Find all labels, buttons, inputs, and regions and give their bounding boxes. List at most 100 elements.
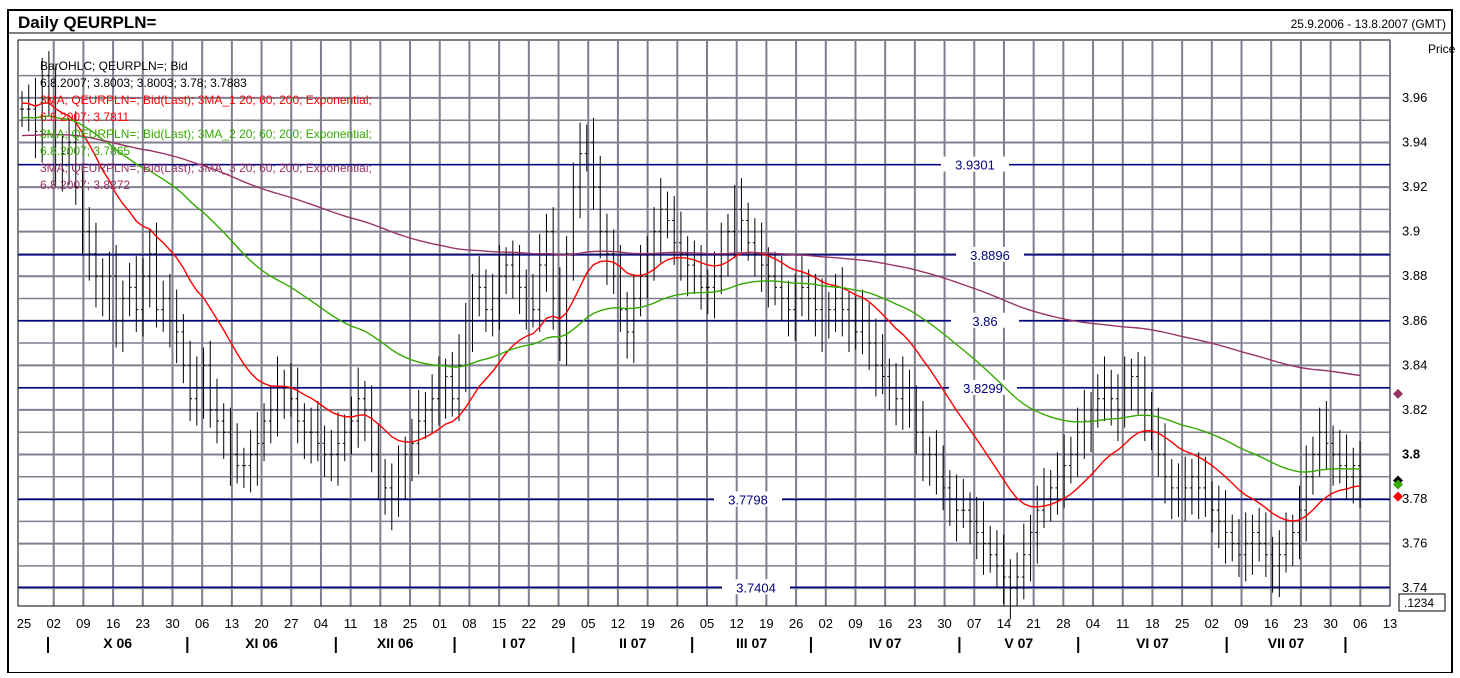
ohlc-bar <box>517 245 522 315</box>
ohlc-bar <box>941 445 946 511</box>
ohlc-bar <box>430 374 435 433</box>
x-tick-label: 30 <box>937 616 951 631</box>
ohlc-bar <box>228 407 233 486</box>
level-label-bg <box>941 156 1009 172</box>
ohlc-bar <box>1102 356 1107 422</box>
ohlc-bar <box>900 356 905 430</box>
month-label: XII 06 <box>377 635 414 651</box>
x-tick-label: 08 <box>462 616 476 631</box>
ohlc-bar <box>604 213 609 286</box>
x-tick-label: 09 <box>76 616 90 631</box>
ohlc-bar <box>564 236 569 366</box>
level-label: 3.9301 <box>955 158 995 173</box>
ohlc-bar <box>369 385 374 473</box>
price-axis-label: Price <box>1428 42 1456 56</box>
ohlc-bar <box>221 403 226 459</box>
ohlc-bar <box>403 436 408 500</box>
x-tick-label: 13 <box>225 616 239 631</box>
ohlc-bar <box>396 445 401 517</box>
ohlc-bar <box>235 423 240 484</box>
chart-title: Daily QEURPLN= <box>18 13 156 32</box>
ohlc-bar <box>53 66 58 188</box>
ohlc-bar <box>1284 512 1289 573</box>
ohlc-bar <box>853 296 858 350</box>
ohlc-bar <box>1095 374 1100 428</box>
ma2-line <box>21 115 1361 473</box>
ohlc-bar <box>1216 485 1221 549</box>
y-tick-label: 3.78 <box>1402 491 1427 506</box>
ohlc-bar <box>100 258 105 317</box>
ohlc-bar <box>1021 523 1026 600</box>
ohlc-bar <box>329 429 334 482</box>
level-label-bg <box>951 312 1019 328</box>
ohlc-bar <box>114 245 119 348</box>
y-tick-label: 3.8 <box>1402 446 1420 461</box>
ohlc-bar <box>1304 445 1309 542</box>
corner-value-box: .1234 <box>1404 596 1434 610</box>
ohlc-bar <box>799 256 804 317</box>
y-tick-label: 3.9 <box>1402 224 1420 239</box>
ohlc-bar <box>356 367 361 448</box>
ohlc-bar <box>773 251 778 306</box>
x-tick-label: 02 <box>46 616 60 631</box>
ohlc-bar <box>530 273 535 328</box>
ohlc-bar <box>557 267 562 361</box>
ohlc-bar <box>416 389 421 475</box>
ohlc-bar <box>1122 356 1127 428</box>
ohlc-bar <box>504 247 509 295</box>
ohlc-bar <box>127 262 132 317</box>
ohlc-bar <box>1210 481 1215 533</box>
x-tick-label: 18 <box>373 616 387 631</box>
ohlc-bar <box>712 251 717 319</box>
ohlc-bar <box>60 135 65 192</box>
level-label-bg <box>714 491 782 507</box>
ohlc-bar <box>268 385 273 444</box>
ohlc-bar <box>315 400 320 462</box>
y-tick-label: 3.74 <box>1402 580 1427 595</box>
ohlc-bar <box>309 407 314 464</box>
ohlc-bar <box>248 429 253 493</box>
ohlc-bar <box>1331 425 1336 486</box>
x-tick-label: 30 <box>1323 616 1337 631</box>
ohlc-bar <box>1257 507 1262 562</box>
legend-ma2-values: 6.8.2007; 3.7865 <box>40 144 130 158</box>
ohlc-bar <box>840 267 845 337</box>
ohlc-bar <box>87 207 92 281</box>
ohlc-bar <box>1337 429 1342 484</box>
ohlc-bar <box>510 240 515 299</box>
ohlc-bar <box>1189 458 1194 515</box>
ohlc-bar <box>739 178 744 252</box>
ohlc-bar <box>20 91 24 127</box>
ohlc-bar <box>80 169 85 254</box>
ohlc-bar <box>699 245 704 310</box>
horizontal-levels: 3.9301 3.8896 3.86 3.8299 3.7798 3.7404 <box>18 156 1390 595</box>
ohlc-bar <box>188 340 193 422</box>
ohlc-bar <box>1243 512 1248 582</box>
ohlc-bar <box>988 525 993 573</box>
ohlc-bar <box>26 84 31 132</box>
ohlc-bar <box>275 356 280 437</box>
ohlc-bar <box>336 412 341 486</box>
ohlc-bar <box>625 291 630 359</box>
ohlc-bar <box>994 530 999 589</box>
x-tick-label: 14 <box>997 616 1011 631</box>
legend: BarOHLC; QEURPLN=; Bid 6.8.2007; 3.8003;… <box>40 59 372 192</box>
ohlc-bar <box>954 474 959 542</box>
ohlc-bar <box>1263 512 1268 578</box>
ohlc-bar <box>873 318 878 397</box>
ohlc-bar <box>1230 514 1235 562</box>
ohlc-bar <box>685 236 690 297</box>
x-tick-label: 23 <box>908 616 922 631</box>
ohlc-bar <box>920 400 925 482</box>
ohlc-bar <box>524 269 529 330</box>
level-label: 3.86 <box>972 314 997 329</box>
x-tick-label: 09 <box>1234 616 1248 631</box>
ohlc-bar <box>1236 519 1241 578</box>
ohlc-bar <box>208 340 213 428</box>
ohlc-bar <box>618 245 623 332</box>
x-tick-label: 22 <box>522 616 536 631</box>
x-tick-label: 27 <box>284 616 298 631</box>
ohlc-bar <box>1344 434 1349 500</box>
ohlc-bar <box>436 356 441 426</box>
ohlc-bar <box>598 155 603 259</box>
